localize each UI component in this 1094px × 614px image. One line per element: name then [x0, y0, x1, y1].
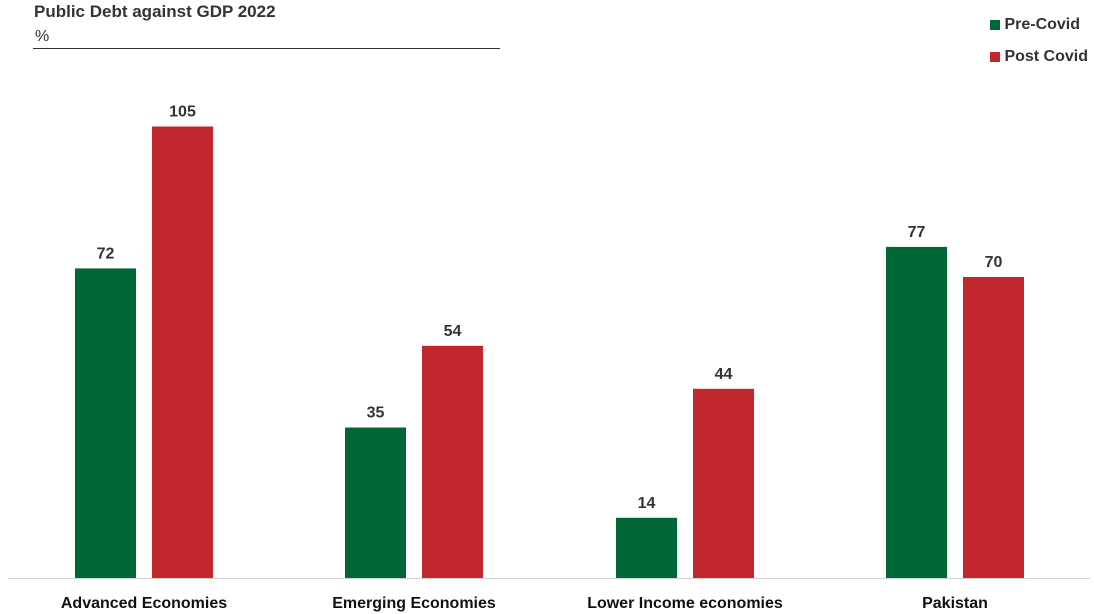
bar-advanced-economies-pre-covid	[75, 268, 136, 578]
legend-label-post-covid: Post Covid	[1004, 48, 1088, 65]
data-label-advanced-economies-post-covid: 105	[169, 104, 196, 121]
legend-swatch-post-covid	[990, 52, 1001, 62]
bar-advanced-economies-post-covid	[152, 126, 213, 578]
data-label-lower-income-economies-pre-covid: 14	[638, 495, 656, 512]
category-label-emerging-economies: Emerging Economies	[332, 595, 496, 612]
bar-lower-income-economies-post-covid	[693, 388, 754, 578]
data-label-advanced-economies-pre-covid: 72	[97, 245, 115, 262]
legend-label-pre-covid: Pre-Covid	[1004, 16, 1081, 33]
data-label-emerging-economies-post-covid: 54	[444, 323, 462, 340]
data-label-emerging-economies-pre-covid: 35	[367, 405, 385, 422]
legend-item-pre-covid: Pre-Covid	[990, 14, 1088, 36]
chart-title: Public Debt against GDP 2022	[34, 2, 276, 21]
data-label-pakistan-pre-covid: 77	[908, 224, 926, 241]
legend-item-post-covid: Post Covid	[990, 46, 1088, 68]
bar-pakistan-pre-covid	[886, 246, 947, 578]
category-label-advanced-economies: Advanced Economies	[61, 595, 227, 612]
bar-pakistan-post-covid	[963, 277, 1024, 578]
bar-lower-income-economies-pre-covid	[616, 517, 677, 578]
data-label-pakistan-post-covid: 70	[985, 254, 1003, 271]
title-underline	[33, 48, 500, 49]
chart-unit: %	[35, 28, 50, 45]
category-label-pakistan: Pakistan	[922, 595, 988, 612]
bar-emerging-economies-post-covid	[422, 345, 483, 578]
category-label-lower-income-economies: Lower Income economies	[587, 595, 783, 612]
data-label-lower-income-economies-post-covid: 44	[715, 366, 733, 383]
legend: Pre-Covid Post Covid	[990, 14, 1088, 78]
legend-swatch-pre-covid	[990, 20, 1001, 30]
bar-emerging-economies-pre-covid	[345, 427, 406, 578]
